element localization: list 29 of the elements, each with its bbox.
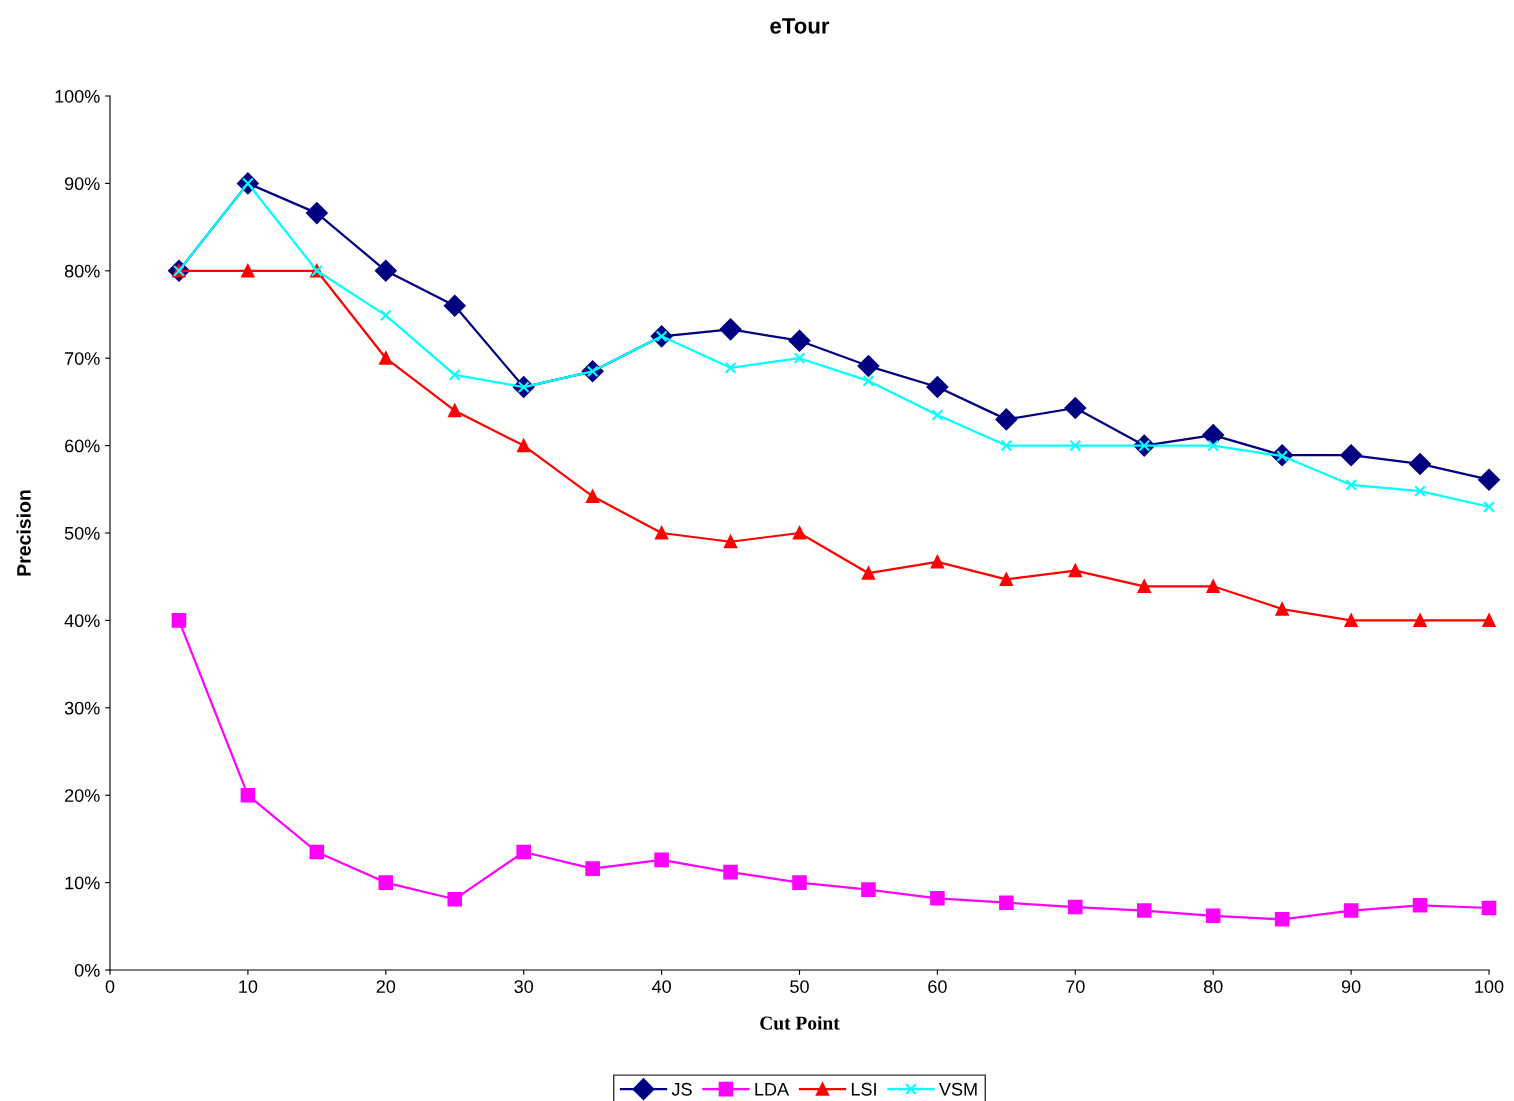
x-tick-label: 40 bbox=[651, 980, 671, 993]
y-tick-label: 20% bbox=[65, 789, 100, 802]
y-tick-label: 40% bbox=[64, 614, 100, 628]
x-tick-label: 50 bbox=[790, 980, 809, 993]
y-tick-label: 80% bbox=[64, 264, 100, 278]
legend-label: VSM bbox=[939, 1082, 977, 1096]
legend-label: LDA bbox=[755, 1083, 790, 1096]
legend-label: JS bbox=[671, 1082, 692, 1096]
y-axis-title: Precision bbox=[16, 490, 31, 576]
y-tick-label: 100% bbox=[55, 89, 100, 103]
legend-label: LSI bbox=[851, 1082, 876, 1096]
chart-title: eTour bbox=[770, 18, 830, 34]
x-tick-label: 20 bbox=[376, 980, 396, 993]
y-tick-label: 60% bbox=[65, 439, 100, 453]
x-tick-label: 0 bbox=[105, 980, 115, 993]
x-tick-label: 60 bbox=[928, 980, 947, 993]
y-tick-label: 0% bbox=[74, 963, 100, 977]
x-axis-title: Cut Point bbox=[760, 1016, 840, 1030]
x-tick-label: 100 bbox=[1475, 980, 1504, 993]
y-tick-label: 70% bbox=[65, 352, 100, 365]
y-tick-label: 50% bbox=[64, 526, 100, 540]
y-tick-label: 30% bbox=[64, 701, 100, 715]
y-tick-label: 10% bbox=[65, 876, 100, 890]
x-tick-label: 30 bbox=[514, 980, 534, 993]
x-tick-label: 80 bbox=[1203, 980, 1223, 993]
y-tick-label: 90% bbox=[64, 177, 100, 191]
x-tick-label: 10 bbox=[239, 980, 258, 993]
x-tick-label: 90 bbox=[1341, 980, 1361, 993]
x-tick-label: 70 bbox=[1066, 980, 1085, 993]
